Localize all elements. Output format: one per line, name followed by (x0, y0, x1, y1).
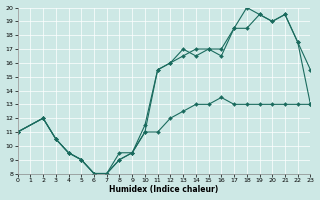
X-axis label: Humidex (Indice chaleur): Humidex (Indice chaleur) (109, 185, 219, 194)
